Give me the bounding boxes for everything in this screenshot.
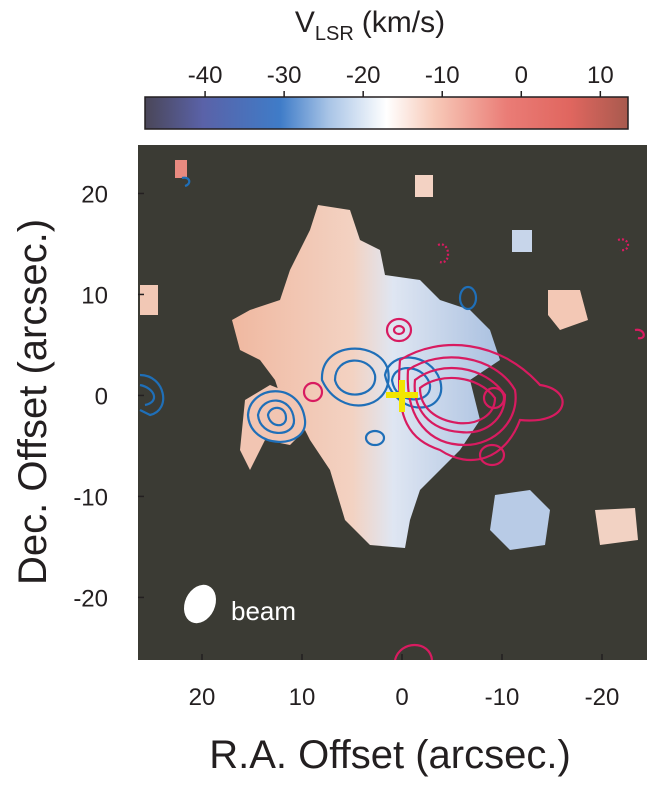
emission-region: [140, 285, 158, 315]
x-tick-label: -10: [485, 684, 520, 711]
colorbar-tick-label: -20: [346, 62, 381, 89]
colorbar-label-main: V: [295, 6, 315, 39]
y-tick-label: 10: [81, 282, 108, 309]
emission-region: [512, 230, 532, 252]
x-tick-label: -20: [585, 684, 620, 711]
y-axis-label: Dec. Offset (arcsec.): [11, 219, 55, 585]
emission-region: [595, 508, 638, 545]
emission-region: [175, 160, 187, 178]
x-tick-label: 10: [289, 684, 316, 711]
y-tick-label: -20: [73, 585, 108, 612]
y-tick-label: 20: [81, 181, 108, 208]
emission-region: [415, 175, 433, 197]
colorbar-tick-label: -40: [188, 62, 223, 89]
beam-label: beam: [231, 596, 296, 626]
colorbar-label-unit: (km/s): [362, 6, 445, 39]
figure: VLSR (km/s): [0, 0, 647, 780]
colorbar-tick-label: -30: [267, 62, 302, 89]
colorbar-tick-label: -10: [425, 62, 460, 89]
y-tick-label: -10: [73, 484, 108, 511]
x-tick-label: 20: [189, 684, 216, 711]
colorbar: [145, 97, 628, 129]
colorbar-label-sub: LSR: [315, 23, 354, 45]
x-tick-label: 0: [395, 684, 408, 711]
map: beam: [138, 145, 647, 660]
colorbar-tick-label: 10: [587, 62, 614, 89]
colorbar-tick-label: 0: [515, 62, 528, 89]
y-tick-label: 0: [95, 383, 108, 410]
colorbar-label: VLSR (km/s): [295, 6, 445, 45]
x-axis-label: R.A. Offset (arcsec.): [209, 733, 571, 777]
